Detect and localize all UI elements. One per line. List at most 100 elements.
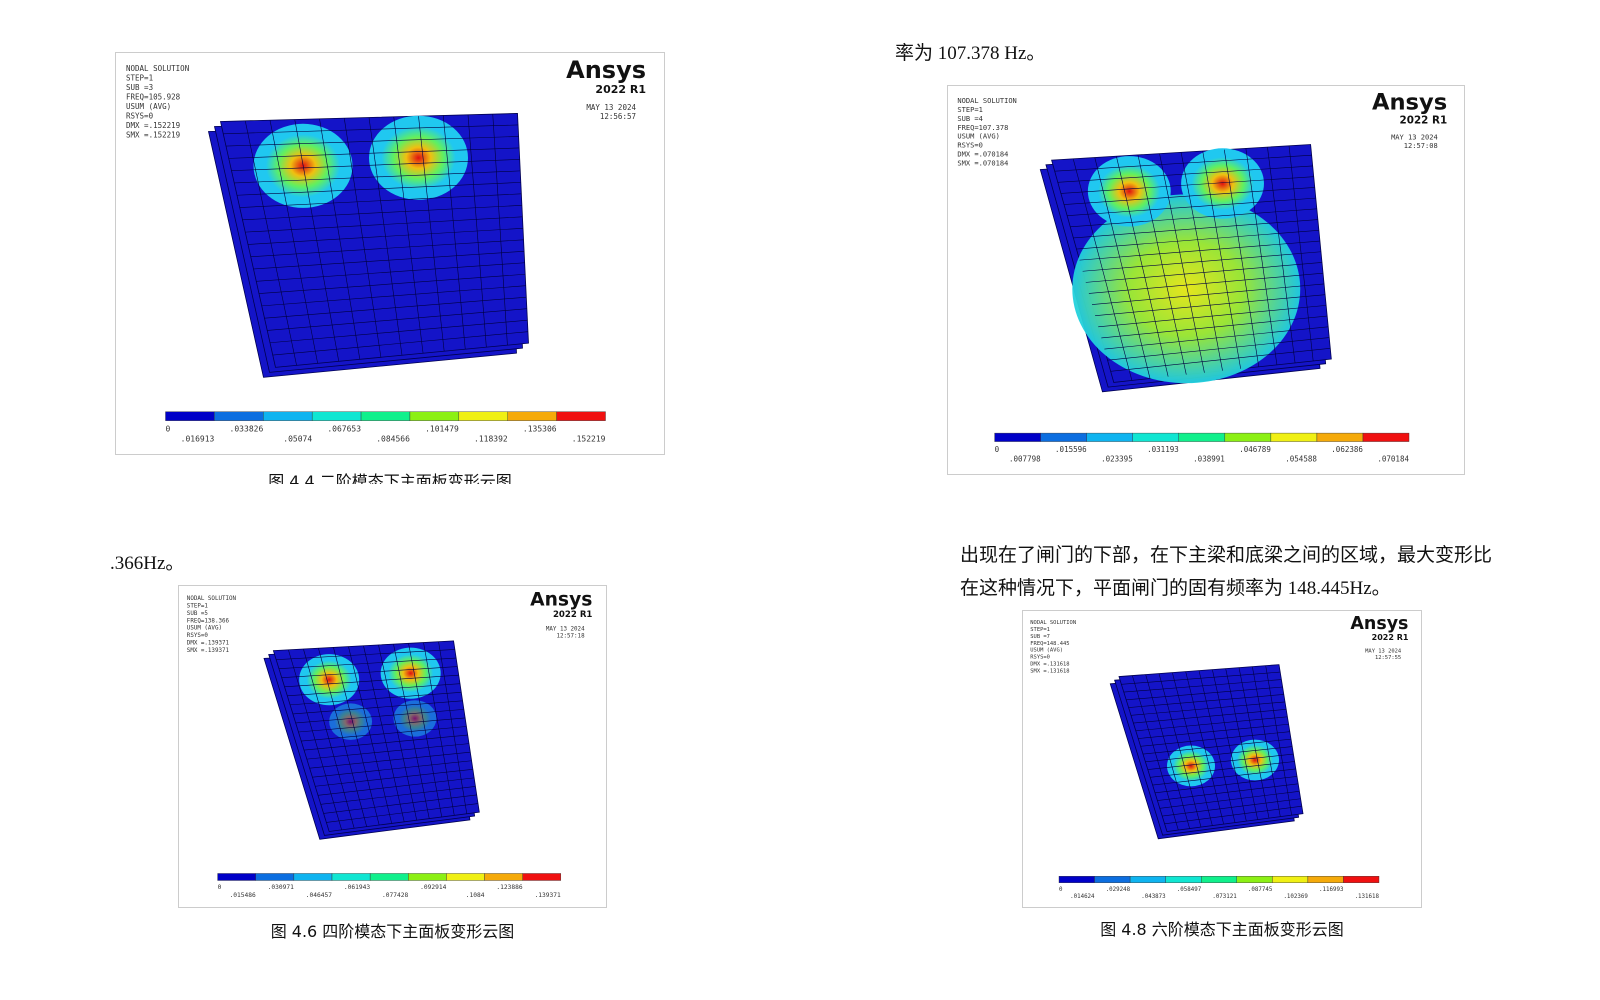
mesh-line [290,691,462,706]
solution-info: USUM (AVG) [957,132,999,141]
mesh-line [1123,679,1282,693]
legend-color [1270,432,1318,442]
legend-color [458,411,508,421]
deformation-zone [369,115,468,200]
mesh-line [287,683,461,697]
legend-color [1132,432,1179,442]
ansys-figure: NODAL SOLUTION STEP=1 SUB =3 FREQ=105.928 US… [115,52,665,455]
legend-label: .062386 [1331,445,1363,454]
legend-label: .046457 [306,892,333,899]
mesh-line [276,649,455,660]
legend-label: .102369 [1283,894,1308,900]
ansys-version: 2022 R1 [553,610,592,620]
legend-color [1343,876,1380,883]
legend-color [408,873,447,881]
legend-label: .139371 [535,892,562,899]
mesh-line [320,786,476,805]
mesh-line [1088,272,1324,294]
legend-label: .070184 [1377,454,1409,463]
legend-label: .067653 [327,425,361,434]
mesh-line [1162,798,1301,817]
solution-info: FREQ=107.378 [957,123,1008,132]
mesh-line [1150,761,1295,778]
mesh-line [253,250,525,270]
mesh-line [317,777,475,796]
mesh-line [1133,709,1287,724]
figure-caption: 图 4.4 二阶模态下主面板变形云图 [268,472,512,484]
mesh-line [1067,197,1316,216]
mesh-line [269,319,528,344]
mesh-line [231,159,520,171]
ansys-logo: Ansys [530,590,592,611]
time: 12:56:57 [600,112,636,121]
legend-color [255,873,295,881]
legend-label: 0 [166,425,171,434]
deformation-zone [1181,148,1264,219]
mesh-line [312,760,472,778]
mesh-line [1142,738,1292,755]
deformation-zone [1167,745,1215,787]
legend-color [409,411,460,421]
legend-color [217,873,256,881]
ansys-version: 2022 R1 [1400,115,1448,127]
legend-label: 0 [995,445,1000,454]
date: MAY 13 2024 [546,626,585,632]
mesh-line [292,700,463,715]
ansys-figure: NODAL SOLUTION STEP=1 SUB =5 FREQ=138.366 US… [178,585,607,908]
mesh-line [298,717,466,733]
ansys-version: 2022 R1 [595,83,646,96]
legend-color [165,411,215,421]
legend-label: .016913 [181,435,215,444]
legend-label: .043873 [1141,894,1166,900]
legend-label: .1084 [466,892,485,899]
legend-label: .033826 [230,425,264,434]
mesh-line [264,296,527,319]
legend-color [331,873,371,881]
solution-info: USUM (AVG) [187,626,222,632]
legend-color [1316,432,1364,442]
solution-info: STEP=1 [187,603,209,609]
legend-color [1272,876,1309,883]
mesh-line [281,666,458,679]
mesh-line [323,794,477,814]
legend-color [1224,432,1272,442]
solution-info: SUB =4 [957,114,982,123]
legend-label: .007798 [1009,454,1041,463]
solution-info: SUB =3 [126,83,153,92]
mesh-line [1164,805,1302,825]
solution-info: NODAL SOLUTION [1030,620,1076,626]
mesh-line [304,734,468,751]
legend-label: .092914 [420,884,447,891]
mesh-line [1110,347,1331,372]
mesh-line [228,147,520,159]
ansys-version: 2022 R1 [1372,633,1409,642]
lead-text: 出现在了闸门的下部，在下主梁和底梁之间的区域，最大变形比 [960,545,1493,566]
legend-color [1086,432,1133,442]
mesh-line [225,136,519,147]
solution-info: STEP=1 [1030,627,1050,633]
solution-info: NODAL SOLUTION [187,596,237,602]
date: MAY 13 2024 [1365,648,1402,654]
mesh-line [1121,671,1281,685]
mesh-line [245,216,523,233]
legend-label: .015486 [229,892,256,899]
mesh-line [1057,165,1313,183]
time: 12:57:18 [556,633,585,639]
solution-info: SMX =.139371 [187,648,230,654]
figure-caption: 图 4.6 四阶模态下主面板变形云图 [270,922,515,941]
figure-caption: 图 4.8 六阶模态下主面板变形云图 [1100,920,1344,939]
mesh-line [1073,219,1318,239]
mesh-line [1159,790,1300,809]
solution-info: STEP=1 [126,74,153,83]
legend-label: .031193 [1147,445,1179,454]
deformation-zone [329,703,373,740]
mesh-line [1157,783,1299,801]
mesh-line [1104,326,1329,350]
mesh-line [1070,208,1317,228]
mesh-line [1076,230,1319,250]
mesh-line [315,769,473,787]
